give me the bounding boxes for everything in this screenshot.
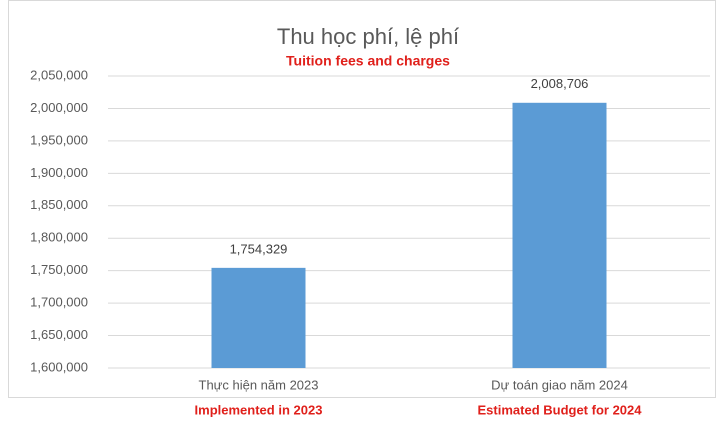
- x-tick-label: Dự toán giao năm 2024: [491, 377, 628, 392]
- y-tick-label: 2,000,000: [30, 100, 88, 115]
- x-tick-translation: Estimated Budget for 2024: [478, 402, 643, 417]
- y-tick-label: 1,900,000: [30, 165, 88, 180]
- y-tick-label: 1,700,000: [30, 295, 88, 310]
- data-label: 2,008,706: [531, 76, 589, 91]
- bar: [211, 267, 306, 368]
- x-tick-translation: Implemented in 2023: [195, 402, 323, 417]
- y-tick-label: 1,650,000: [30, 327, 88, 342]
- y-tick-label: 1,950,000: [30, 132, 88, 147]
- bar: [512, 102, 607, 368]
- y-tick-label: 1,600,000: [30, 359, 88, 374]
- data-label: 1,754,329: [230, 241, 288, 256]
- chart-subtitle: Tuition fees and charges: [286, 53, 450, 69]
- y-tick-label: 1,750,000: [30, 262, 88, 277]
- chart-title: Thu học phí, lệ phí: [277, 24, 459, 49]
- y-tick-label: 1,800,000: [30, 230, 88, 245]
- x-tick-label: Thực hiện năm 2023: [199, 377, 319, 392]
- y-tick-label: 2,050,000: [30, 67, 88, 82]
- y-tick-label: 1,850,000: [30, 197, 88, 212]
